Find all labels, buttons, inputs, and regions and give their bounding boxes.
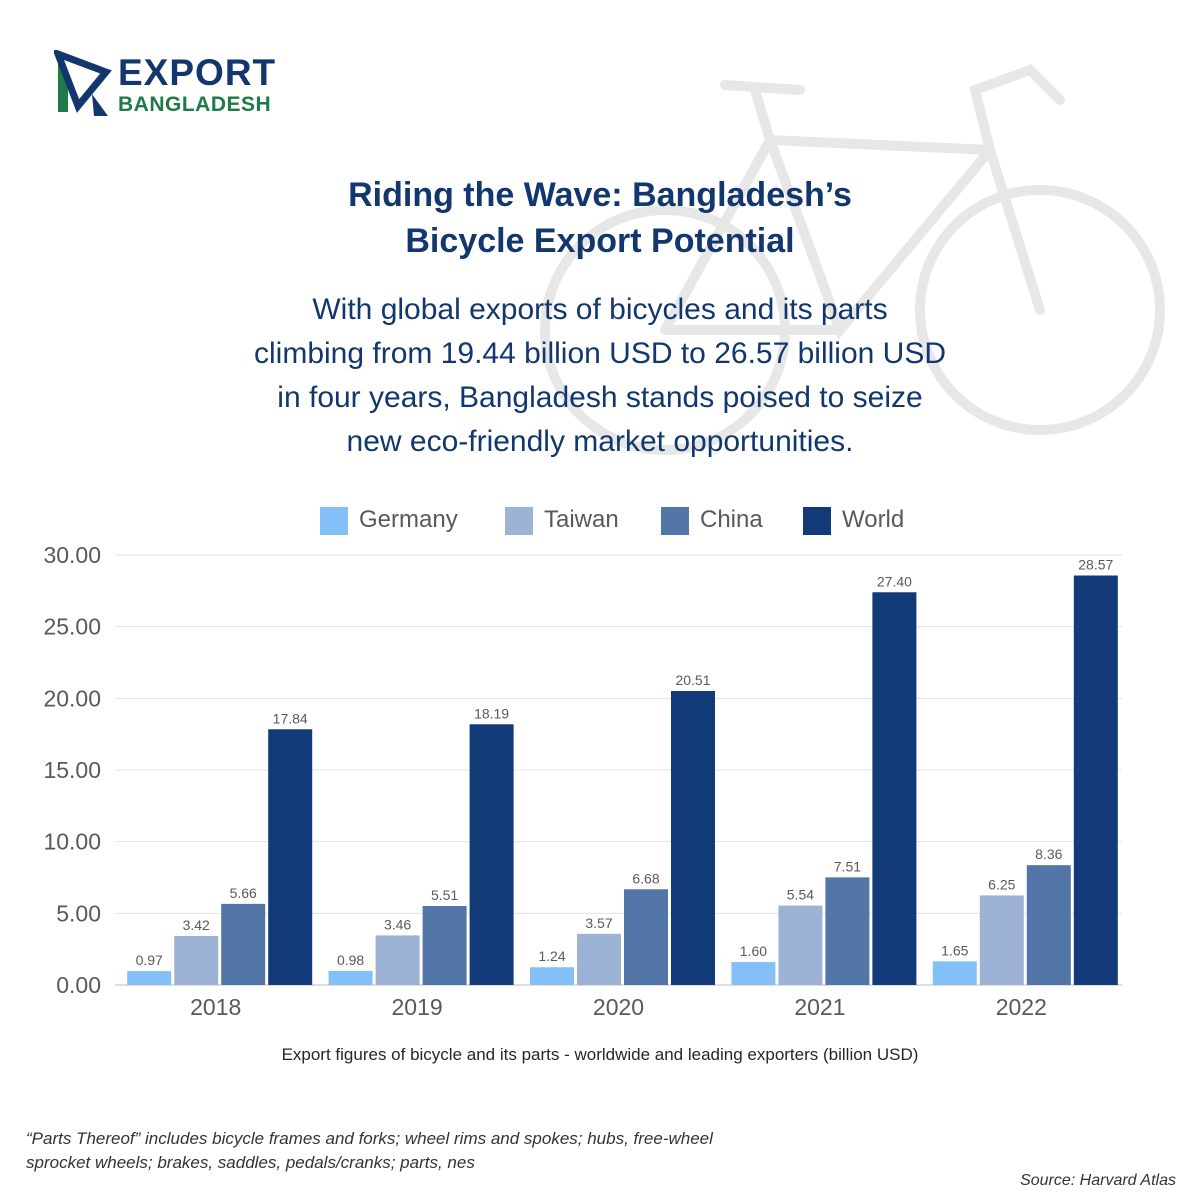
x-tick-label: 2022 [996, 994, 1047, 1020]
y-tick-label: 15.00 [43, 757, 101, 783]
data-label: 5.66 [230, 885, 257, 901]
bar [1073, 575, 1118, 985]
data-label: 5.54 [787, 887, 814, 903]
footnote: “Parts Thereof” includes bicycle frames … [26, 1127, 926, 1175]
y-tick-label: 0.00 [56, 972, 101, 998]
y-tick-label: 30.00 [43, 542, 101, 568]
legend-swatch [320, 507, 348, 535]
subtitle-line: in four years, Bangladesh stands poised … [277, 381, 923, 414]
legend-label: World [842, 506, 904, 533]
bar [825, 877, 870, 985]
legend-label: Germany [359, 506, 458, 533]
bar [221, 903, 266, 985]
legend-label: Taiwan [544, 506, 619, 533]
y-tick-label: 25.00 [43, 614, 101, 640]
bar [174, 935, 219, 985]
bar [530, 967, 574, 985]
x-tick-label: 2020 [593, 994, 644, 1020]
subtitle-line: climbing from 19.44 billion USD to 26.57… [254, 337, 946, 370]
data-label: 6.25 [988, 876, 1015, 892]
data-label: 27.40 [877, 573, 912, 589]
data-label: 1.24 [538, 948, 565, 964]
brand-line-1: EXPORT [118, 52, 277, 93]
bar [731, 962, 776, 985]
bar [577, 933, 621, 985]
data-label: 0.97 [136, 952, 163, 968]
y-tick-label: 20.00 [43, 685, 101, 711]
bar [328, 970, 373, 985]
bicycle-background-icon [540, 64, 1165, 455]
y-tick-label: 5.00 [56, 900, 101, 926]
footnote-line: sprocket wheels; brakes, saddles, pedals… [26, 1153, 475, 1172]
x-tick-label: 2018 [190, 994, 241, 1020]
data-label: 3.46 [384, 916, 411, 932]
bar [778, 905, 823, 985]
bar [375, 935, 420, 985]
data-label: 8.36 [1035, 846, 1062, 862]
bar [268, 729, 313, 985]
bar [127, 971, 172, 985]
subtitle-line: With global exports of bicycles and its … [312, 293, 888, 326]
data-label: 1.65 [941, 942, 968, 958]
legend-swatch [803, 507, 831, 535]
bar [1026, 865, 1071, 985]
x-axis-label: Export figures of bicycle and its parts … [282, 1045, 919, 1064]
bar [872, 592, 917, 985]
data-label: 20.51 [675, 672, 710, 688]
page-subtitle: With global exports of bicycles and its … [150, 288, 1050, 464]
brand-line-2: BANGLADESH [118, 93, 272, 116]
page-title: Riding the Wave: Bangladesh’s Bicycle Ex… [0, 172, 1200, 264]
legend-label: China [700, 506, 763, 533]
data-label: 28.57 [1078, 556, 1113, 572]
data-label: 5.51 [431, 887, 458, 903]
bar [979, 895, 1024, 985]
brand-logo: EXPORT BANGLADESH [54, 50, 276, 120]
bar [624, 889, 668, 985]
data-label: 0.98 [337, 952, 364, 968]
bar [932, 961, 977, 985]
bar [671, 691, 715, 985]
data-label: 17.84 [273, 710, 308, 726]
bar [422, 906, 467, 985]
legend-swatch [661, 507, 689, 535]
data-label: 18.19 [474, 705, 509, 721]
export-bangladesh-logo-icon [54, 50, 112, 116]
y-tick-label: 10.00 [43, 829, 101, 855]
data-label: 7.51 [834, 858, 861, 874]
title-line: Riding the Wave: Bangladesh’s [348, 176, 852, 214]
data-label: 3.42 [183, 917, 210, 933]
bar-chart: 0.00 5.00 10.00 15.00 20.00 25.00 30.00 Germany… [43, 506, 1122, 1064]
bar [469, 724, 514, 985]
x-tick-label: 2019 [392, 994, 443, 1020]
legend-swatch [505, 507, 533, 535]
data-label: 3.57 [585, 915, 612, 931]
footnote-line: “Parts Thereof” includes bicycle frames … [26, 1129, 713, 1148]
x-tick-label: 2021 [794, 994, 845, 1020]
title-line: Bicycle Export Potential [405, 222, 795, 260]
subtitle-line: new eco-friendly market opportunities. [346, 425, 854, 458]
data-label: 1.60 [740, 943, 767, 959]
data-label: 6.68 [632, 870, 659, 886]
source-note: Source: Harvard Atlas [1020, 1172, 1176, 1189]
